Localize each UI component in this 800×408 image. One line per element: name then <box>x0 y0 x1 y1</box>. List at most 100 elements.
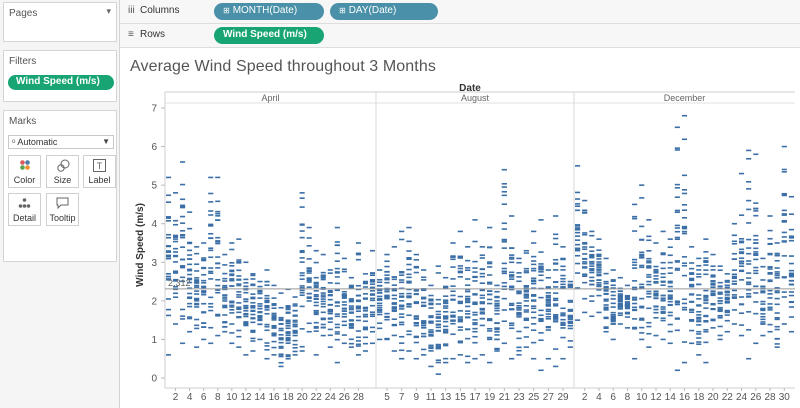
x-tick-label: 9 <box>414 392 420 403</box>
data-mark <box>362 306 368 309</box>
data-mark <box>257 316 263 319</box>
data-mark <box>435 345 441 348</box>
data-mark <box>516 313 522 316</box>
y-axis-title: Wind Speed (m/s) <box>135 203 146 287</box>
x-tick-label: 8 <box>625 392 631 403</box>
data-mark <box>681 227 688 230</box>
data-mark <box>355 242 361 244</box>
data-mark <box>413 265 419 268</box>
data-mark <box>703 289 709 292</box>
data-mark <box>457 270 463 273</box>
data-mark <box>724 330 730 333</box>
data-mark <box>313 294 319 296</box>
data-mark <box>406 256 412 259</box>
data-mark <box>767 323 773 326</box>
data-mark <box>731 222 737 225</box>
data-mark <box>660 310 666 313</box>
data-mark <box>589 295 595 297</box>
marks-label-label: Label <box>88 175 111 185</box>
data-mark <box>531 299 537 301</box>
data-mark <box>264 299 270 302</box>
data-mark <box>271 319 277 321</box>
rows-shelf[interactable]: ≡ Rows Wind Speed (m/s) <box>120 24 800 48</box>
pages-menu-icon[interactable]: ▾ <box>106 6 111 16</box>
marks-card: Marks ᵒ Automatic ▼ Color Size T Label De… <box>3 110 117 262</box>
data-mark <box>553 297 559 300</box>
data-mark <box>320 277 326 279</box>
data-mark <box>767 243 773 246</box>
data-mark <box>767 272 773 275</box>
data-mark <box>334 313 340 315</box>
marks-color-button[interactable]: Color <box>8 155 41 188</box>
data-mark <box>257 305 263 307</box>
data-mark <box>746 222 752 224</box>
data-mark <box>710 319 716 322</box>
data-mark <box>501 320 507 323</box>
filter-pill-wind-speed[interactable]: Wind Speed (m/s) <box>8 75 114 90</box>
left-panel: Pages ▾ Filters Wind Speed (m/s) Marks ᵒ… <box>0 0 120 408</box>
data-mark <box>774 291 780 294</box>
pill-day-date[interactable]: ⊞ DAY(Date) <box>330 3 438 20</box>
x-tick-label: 28 <box>353 392 365 403</box>
data-mark <box>501 239 507 241</box>
data-mark <box>788 237 795 239</box>
y-tick-label: 1 <box>151 335 157 346</box>
data-mark <box>596 273 602 276</box>
data-mark <box>180 215 186 218</box>
data-mark <box>271 316 277 319</box>
data-mark <box>738 296 745 298</box>
data-mark <box>582 262 588 265</box>
data-mark <box>545 296 551 299</box>
data-mark <box>667 330 673 333</box>
data-mark <box>348 319 354 322</box>
marks-detail-button[interactable]: Detail <box>8 193 41 226</box>
data-mark <box>465 288 471 291</box>
data-mark <box>428 307 434 309</box>
data-mark <box>334 260 340 262</box>
data-mark <box>681 230 688 233</box>
data-mark <box>215 219 221 221</box>
pill-month-date[interactable]: ⊞ MONTH(Date) <box>214 3 324 20</box>
data-mark <box>545 286 551 289</box>
mark-type-dropdown[interactable]: ᵒ Automatic ▼ <box>8 135 114 149</box>
data-mark <box>391 278 397 281</box>
data-mark <box>435 329 441 332</box>
data-mark <box>278 306 284 309</box>
pill-wind-speed[interactable]: Wind Speed (m/s) <box>214 27 324 44</box>
marks-size-button[interactable]: Size <box>46 155 79 188</box>
data-mark <box>703 259 709 262</box>
marks-label-button[interactable]: T Label <box>83 155 116 188</box>
data-mark <box>435 323 441 326</box>
mark-type-value: Automatic <box>17 137 58 147</box>
data-mark <box>582 199 588 202</box>
data-mark <box>767 309 773 311</box>
columns-shelf[interactable]: iii Columns ⊞ MONTH(Date) ⊞ DAY(Date) <box>120 0 800 24</box>
data-mark <box>250 313 256 316</box>
data-mark <box>377 292 383 294</box>
data-mark <box>391 289 397 292</box>
marks-tooltip-label: Tooltip <box>49 213 76 223</box>
data-mark <box>681 174 688 177</box>
marks-tooltip-button[interactable]: Tooltip <box>46 193 79 226</box>
data-mark <box>582 211 588 214</box>
data-mark <box>334 271 340 273</box>
chart-marks <box>165 114 795 375</box>
data-mark <box>760 307 766 310</box>
data-mark <box>738 252 745 255</box>
data-mark <box>746 329 752 331</box>
data-mark <box>788 239 795 242</box>
data-mark <box>582 261 588 263</box>
data-mark <box>781 236 787 238</box>
data-mark <box>472 260 478 263</box>
data-mark <box>574 224 581 226</box>
data-mark <box>428 350 434 352</box>
data-mark <box>724 314 730 316</box>
data-mark <box>567 324 573 327</box>
data-mark <box>236 311 242 314</box>
data-mark <box>208 176 214 179</box>
data-mark <box>767 237 773 240</box>
data-mark <box>341 270 347 273</box>
data-mark <box>187 249 193 252</box>
data-mark <box>229 270 235 273</box>
data-mark <box>746 238 752 241</box>
